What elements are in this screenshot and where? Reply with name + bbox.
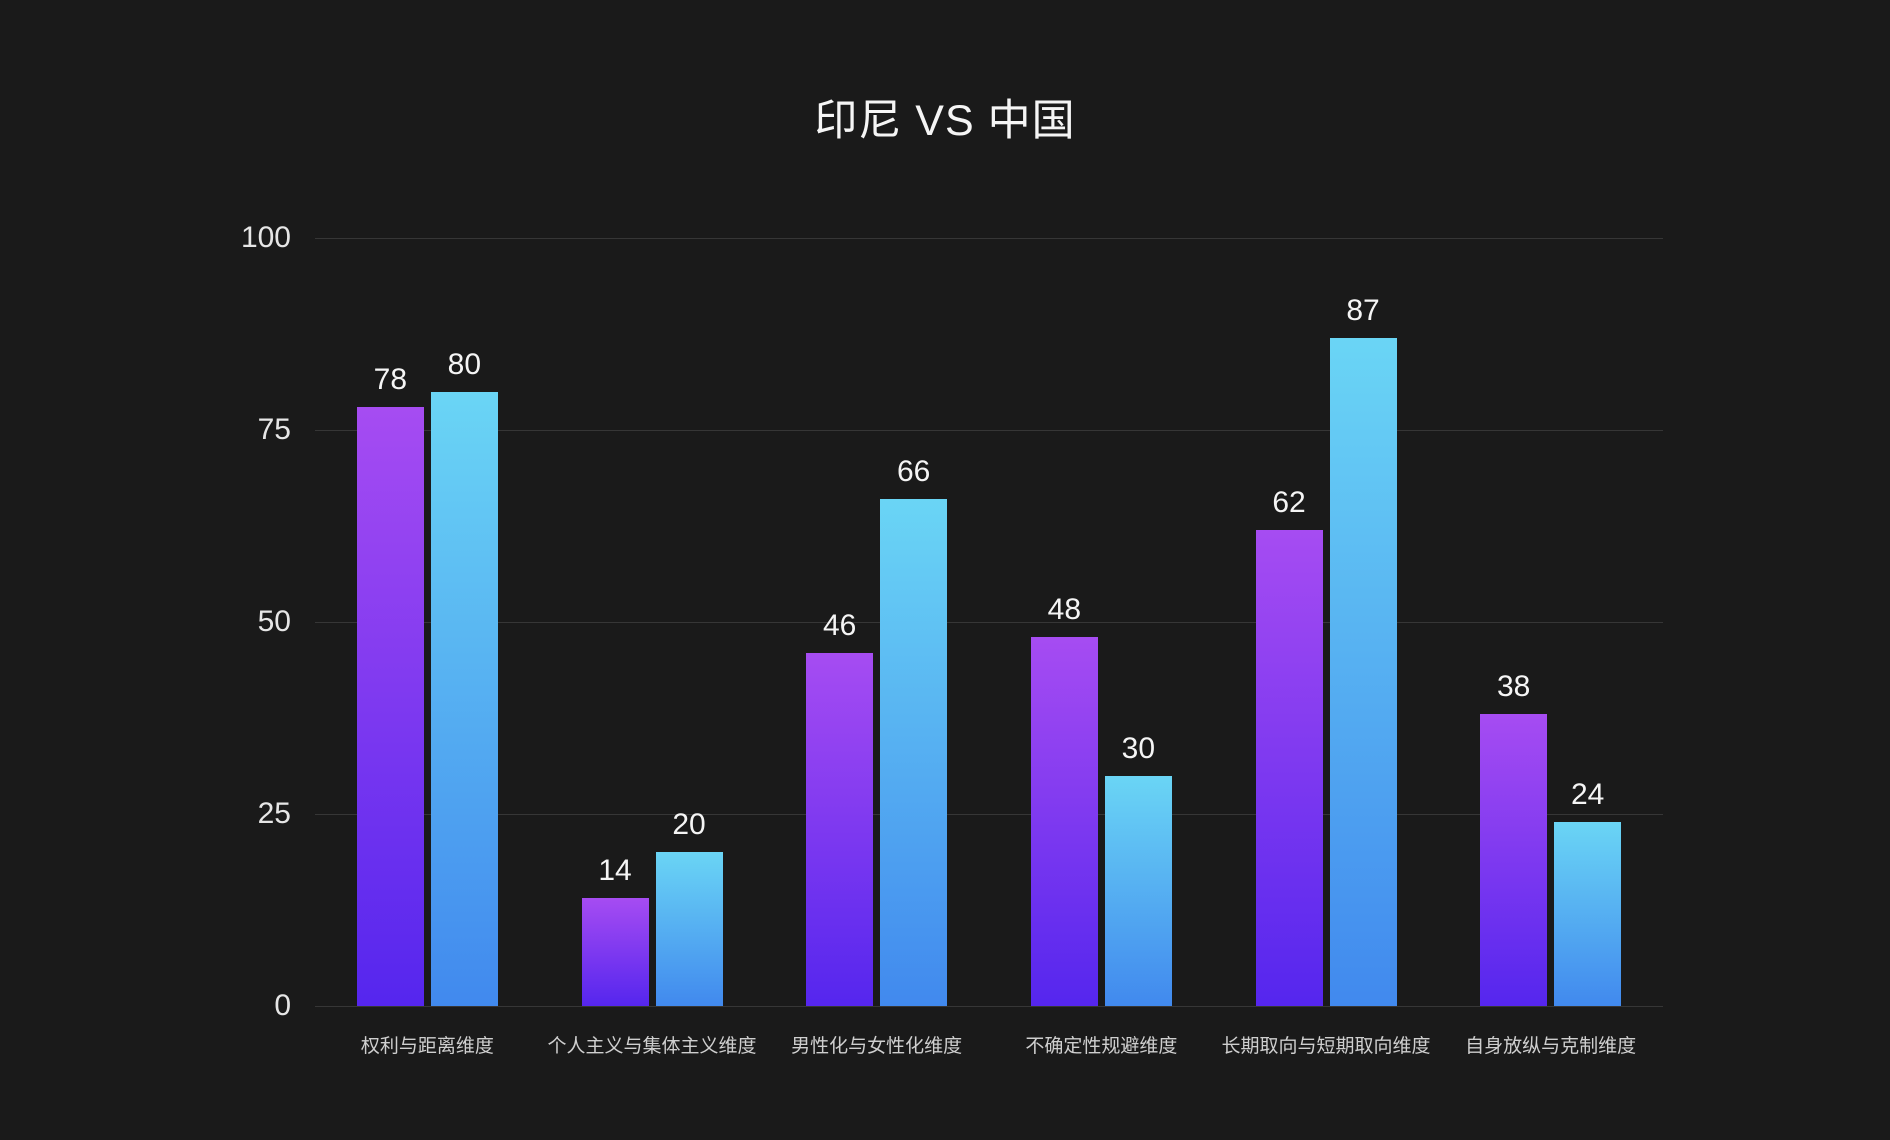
- bar-中国[interactable]: [1329, 337, 1397, 1006]
- gridline: [315, 1005, 1663, 1007]
- bar-group: 62 87: [1255, 294, 1397, 1006]
- bar-slot: 46: [806, 609, 874, 1006]
- bar-印尼[interactable]: [806, 652, 874, 1006]
- bar-印尼[interactable]: [1480, 714, 1548, 1006]
- bar-中国[interactable]: [1554, 821, 1622, 1006]
- value-label: 14: [598, 854, 632, 888]
- gridline: [315, 429, 1663, 431]
- bar-slot: 14: [581, 854, 649, 1006]
- value-label: 48: [1047, 593, 1082, 627]
- y-axis-tick-label: 50: [257, 605, 291, 638]
- gridline: [315, 621, 1663, 623]
- bar-group: 78 80: [356, 348, 498, 1006]
- bar-slot: 87: [1329, 294, 1397, 1006]
- y-axis-tick-label: 0: [274, 989, 291, 1022]
- y-axis-tick-label: 75: [257, 413, 291, 446]
- x-axis-category-label: 个人主义与集体主义维度: [547, 1036, 757, 1057]
- bar-中国[interactable]: [880, 499, 948, 1006]
- bar-group: 46 66: [806, 455, 948, 1006]
- bar-slot: 38: [1480, 670, 1548, 1006]
- bar-group: 38 24: [1480, 670, 1622, 1006]
- bar-slot: 78: [356, 363, 424, 1006]
- x-axis-category-label: 长期取向与短期取向维度: [1221, 1036, 1431, 1057]
- bar-印尼[interactable]: [1255, 529, 1323, 1006]
- x-axis-category-label: 自身放纵与克制维度: [1465, 1036, 1637, 1057]
- bar-印尼[interactable]: [1030, 637, 1098, 1006]
- x-axis-category-label: 不确定性规避维度: [1025, 1036, 1178, 1057]
- bar-中国[interactable]: [1104, 775, 1172, 1006]
- value-label: 87: [1346, 293, 1380, 327]
- value-label: 80: [447, 347, 482, 381]
- value-label: 46: [822, 608, 857, 642]
- gridline: [315, 237, 1663, 239]
- gridline: [315, 813, 1663, 815]
- y-axis-tick-label: 100: [240, 221, 291, 254]
- value-label: 24: [1570, 777, 1605, 811]
- y-axis-tick-label: 25: [257, 797, 291, 830]
- bar-slot: 66: [880, 455, 948, 1006]
- bar-印尼[interactable]: [581, 898, 649, 1006]
- chart-title: 印尼 VS 中国: [814, 97, 1076, 145]
- x-axis-category-label: 权利与距离维度: [360, 1036, 494, 1057]
- bar-slot: 30: [1104, 732, 1172, 1006]
- value-label: 62: [1272, 485, 1306, 519]
- x-axis-category-label: 男性化与女性化维度: [791, 1036, 963, 1057]
- value-label: 38: [1496, 670, 1531, 704]
- value-label: 30: [1121, 731, 1156, 765]
- bar-印尼[interactable]: [356, 406, 424, 1006]
- bar-中国[interactable]: [655, 852, 723, 1006]
- bar-slot: 80: [430, 348, 498, 1006]
- bar-中国[interactable]: [430, 391, 498, 1006]
- bar-slot: 20: [655, 808, 723, 1006]
- bar-slot: 48: [1030, 593, 1098, 1006]
- bar-group: 48 30: [1030, 593, 1172, 1006]
- value-label: 66: [896, 455, 931, 489]
- value-label: 20: [672, 808, 706, 842]
- bar-slot: 24: [1554, 778, 1622, 1006]
- bar-slot: 62: [1255, 486, 1323, 1006]
- bar-group: 14 20: [581, 808, 723, 1006]
- value-label: 78: [373, 362, 408, 396]
